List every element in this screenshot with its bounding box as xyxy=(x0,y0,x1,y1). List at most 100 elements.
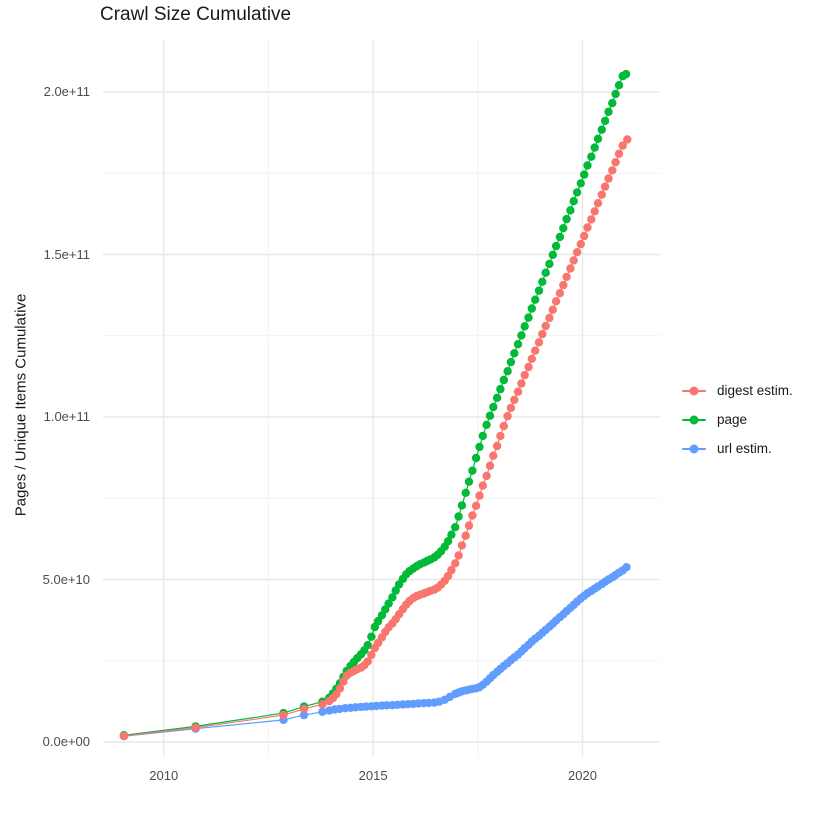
data-point-digest-estim xyxy=(503,411,512,421)
data-point-page xyxy=(545,259,554,269)
data-point-digest-estim xyxy=(318,700,327,709)
data-point-page xyxy=(611,89,620,99)
data-point-digest-estim xyxy=(119,731,129,741)
data-point-digest-estim xyxy=(524,362,533,372)
x-tick-label: 2015 xyxy=(358,768,388,783)
data-point-digest-estim xyxy=(510,395,519,404)
data-point-page xyxy=(541,268,550,277)
data-point-page xyxy=(468,466,477,475)
data-point-page xyxy=(363,641,372,650)
data-point-digest-estim xyxy=(335,684,345,693)
data-point-page xyxy=(538,277,547,286)
data-point-page xyxy=(600,116,610,126)
data-point-page xyxy=(513,340,523,349)
data-point-digest-estim xyxy=(191,723,200,732)
data-point-digest-estim xyxy=(583,223,592,232)
data-point-page xyxy=(367,632,376,641)
data-point-digest-estim xyxy=(551,297,561,306)
data-point-digest-estim xyxy=(587,215,596,224)
legend-dot-icon xyxy=(689,386,699,395)
data-point-page xyxy=(524,313,533,322)
data-point-digest-estim xyxy=(600,182,610,191)
data-point-page xyxy=(478,431,487,441)
y-tick-label: 5.0e+10 xyxy=(42,571,90,587)
data-point-digest-estim xyxy=(614,149,624,158)
data-point-page xyxy=(503,367,512,376)
data-point-page xyxy=(534,286,544,295)
data-point-digest-estim xyxy=(475,491,484,500)
data-point-page xyxy=(443,537,453,546)
data-point-digest-estim xyxy=(299,704,309,714)
legend-key-icon xyxy=(682,410,706,430)
legend-label: url estim. xyxy=(717,441,772,456)
data-point-page xyxy=(517,331,526,340)
data-point-page xyxy=(569,197,578,206)
data-point-page xyxy=(593,134,603,143)
data-point-digest-estim xyxy=(451,559,460,568)
data-point-digest-estim xyxy=(572,248,582,257)
data-point-page xyxy=(572,188,582,197)
data-point-page xyxy=(489,402,498,412)
data-point-digest-estim xyxy=(471,501,481,510)
data-point-digest-estim xyxy=(496,431,505,441)
data-point-digest-estim xyxy=(569,256,578,265)
data-point-digest-estim xyxy=(492,441,502,451)
data-point-digest-estim xyxy=(562,272,571,282)
data-point-digest-estim xyxy=(593,199,603,208)
data-point-digest-estim xyxy=(566,264,575,273)
data-point-page xyxy=(597,125,606,134)
data-point-digest-estim xyxy=(618,141,627,150)
legend-key-icon xyxy=(682,381,706,401)
data-point-digest-estim xyxy=(454,551,463,560)
data-point-page xyxy=(531,295,540,304)
data-point-page xyxy=(590,143,599,152)
data-point-digest-estim xyxy=(541,321,550,331)
data-point-digest-estim xyxy=(499,421,508,431)
data-point-digest-estim xyxy=(513,387,523,396)
data-point-url-estim xyxy=(299,710,309,720)
data-point-page xyxy=(464,477,474,486)
data-point-page xyxy=(388,593,397,602)
data-point-page xyxy=(527,304,536,313)
data-point-digest-estim xyxy=(506,403,516,413)
y-tick-label: 1.0e+11 xyxy=(43,409,90,425)
data-point-digest-estim xyxy=(559,280,568,290)
data-point-digest-estim xyxy=(608,166,617,175)
data-point-digest-estim xyxy=(548,305,557,314)
data-point-url-estim xyxy=(318,707,327,716)
data-point-digest-estim xyxy=(590,207,599,216)
legend-label: page xyxy=(717,412,748,427)
data-point-page xyxy=(559,224,568,233)
data-point-digest-estim xyxy=(485,461,495,470)
data-point-digest-estim xyxy=(538,329,547,339)
data-point-digest-estim xyxy=(447,565,456,575)
data-point-page xyxy=(461,488,470,497)
data-point-page xyxy=(457,501,467,510)
data-point-page xyxy=(510,349,519,358)
data-point-url-estim xyxy=(622,563,631,572)
data-point-page xyxy=(482,420,491,429)
data-point-digest-estim xyxy=(545,313,554,323)
data-point-page xyxy=(608,98,617,108)
data-point-page xyxy=(485,411,495,420)
data-point-digest-estim xyxy=(576,239,585,249)
data-point-page xyxy=(391,586,400,595)
data-point-digest-estim xyxy=(461,531,470,540)
data-point-digest-estim xyxy=(534,338,544,347)
data-point-digest-estim xyxy=(489,451,498,460)
data-point-page xyxy=(580,170,589,179)
y-tick-label: 2.0e+11 xyxy=(43,84,90,99)
x-tick-label: 2020 xyxy=(568,768,597,783)
data-point-page xyxy=(496,384,505,394)
legend-item-url-estim: url estim. xyxy=(682,434,793,463)
data-point-digest-estim xyxy=(520,370,529,380)
legend-dot-icon xyxy=(689,415,699,424)
data-point-page xyxy=(604,107,613,117)
data-point-page xyxy=(384,599,393,608)
data-point-page xyxy=(587,152,596,161)
data-point-digest-estim xyxy=(482,471,491,481)
data-point-page xyxy=(454,512,463,521)
data-point-digest-estim xyxy=(623,135,632,144)
